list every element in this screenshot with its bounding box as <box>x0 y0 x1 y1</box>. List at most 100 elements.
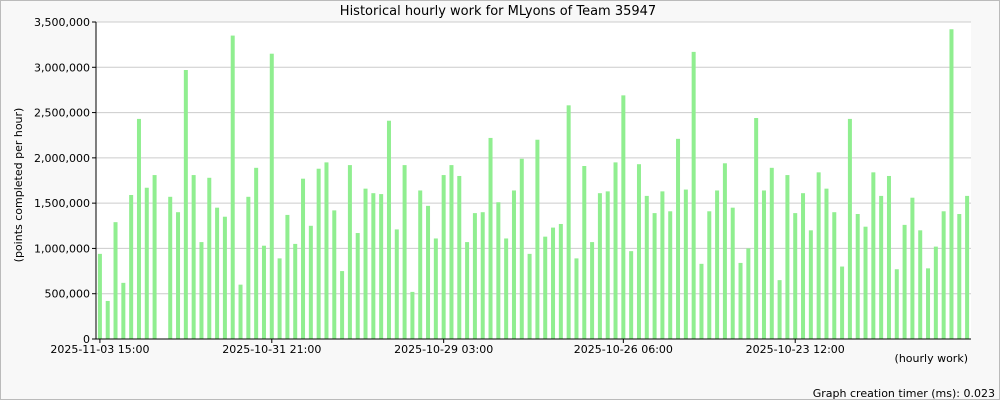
bar <box>465 242 470 339</box>
bar <box>394 229 399 339</box>
bar <box>777 280 782 339</box>
bar <box>738 262 743 339</box>
bar <box>949 29 954 339</box>
bar <box>910 197 915 339</box>
bar <box>519 158 524 339</box>
bar <box>926 268 931 339</box>
bar <box>816 172 821 339</box>
x-tick-label: 2025-10-23 12:00 <box>746 343 845 356</box>
y-tick-label: 3,500,000 <box>34 16 90 29</box>
bar <box>785 175 790 339</box>
bar <box>308 225 313 339</box>
bar <box>871 172 876 339</box>
bar <box>840 266 845 339</box>
bar <box>847 118 852 339</box>
bar <box>582 166 587 339</box>
bar <box>902 224 907 339</box>
bar <box>386 120 391 339</box>
bar <box>496 202 501 339</box>
bar <box>97 253 102 339</box>
bar <box>238 284 243 339</box>
bar <box>543 236 548 339</box>
y-tick-label: 500,000 <box>45 288 91 301</box>
bar <box>105 300 110 339</box>
bar <box>965 195 970 339</box>
bar <box>301 178 306 339</box>
bar <box>191 175 196 339</box>
bar <box>730 207 735 339</box>
bar <box>535 139 540 339</box>
bar <box>746 248 751 339</box>
bar <box>261 245 266 339</box>
y-tick-label: 2,000,000 <box>34 152 90 165</box>
bar <box>410 291 415 339</box>
bar <box>402 165 407 339</box>
x-tick-label: 2025-11-03 15:00 <box>50 343 149 356</box>
y-tick-label: 1,000,000 <box>34 242 90 255</box>
bar <box>293 243 298 339</box>
x-axis-label: (hourly work) <box>895 352 968 365</box>
bar <box>488 137 493 339</box>
bar <box>441 175 446 339</box>
x-tick-label: 2025-10-26 06:00 <box>574 343 673 356</box>
bar <box>418 190 423 339</box>
bar <box>152 175 157 339</box>
bar <box>715 190 720 339</box>
bar <box>504 238 509 339</box>
bar <box>121 282 126 339</box>
bar <box>855 214 860 339</box>
bar <box>379 194 384 339</box>
bar <box>918 230 923 339</box>
bar <box>511 190 516 339</box>
bar <box>113 222 118 339</box>
bar <box>144 187 149 339</box>
bar <box>168 196 173 339</box>
bar <box>254 167 259 339</box>
bar <box>707 211 712 339</box>
bar <box>340 271 345 339</box>
bar <box>566 105 571 339</box>
y-axis-label: (points completed per hour) <box>12 108 25 263</box>
bar <box>722 163 727 339</box>
bar <box>347 165 352 339</box>
bar <box>676 138 681 339</box>
y-tick-label: 1,500,000 <box>34 197 90 210</box>
bar <box>574 258 579 339</box>
bar <box>136 118 141 339</box>
bar <box>480 212 485 339</box>
bar <box>933 246 938 339</box>
bar <box>129 194 134 339</box>
bar <box>355 233 360 339</box>
bar <box>285 214 290 339</box>
bar <box>801 193 806 339</box>
bar <box>558 223 563 339</box>
bar <box>957 214 962 339</box>
bar <box>699 263 704 339</box>
bar <box>246 196 251 339</box>
bar <box>183 70 188 339</box>
bar <box>176 212 181 339</box>
bar <box>808 230 813 339</box>
y-tick-label: 2,500,000 <box>34 107 90 120</box>
bar <box>316 168 321 339</box>
bar <box>613 162 618 339</box>
bar <box>324 162 329 339</box>
bar <box>426 205 431 339</box>
x-tick-label: 2025-10-31 21:00 <box>222 343 321 356</box>
bar <box>793 213 798 339</box>
bar <box>621 95 626 339</box>
bar <box>207 177 212 339</box>
bar <box>629 251 634 339</box>
bar <box>277 258 282 339</box>
bar <box>605 191 610 339</box>
bar <box>754 118 759 340</box>
bar <box>832 212 837 339</box>
bar <box>941 211 946 339</box>
bar <box>683 189 688 339</box>
chart-title: Historical hourly work for MLyons of Tea… <box>340 4 656 19</box>
bar <box>691 51 696 339</box>
bar <box>449 165 454 339</box>
bar <box>230 35 235 339</box>
bar <box>886 175 891 339</box>
footer: Graph creation timer (ms): 0.023 <box>813 387 995 400</box>
